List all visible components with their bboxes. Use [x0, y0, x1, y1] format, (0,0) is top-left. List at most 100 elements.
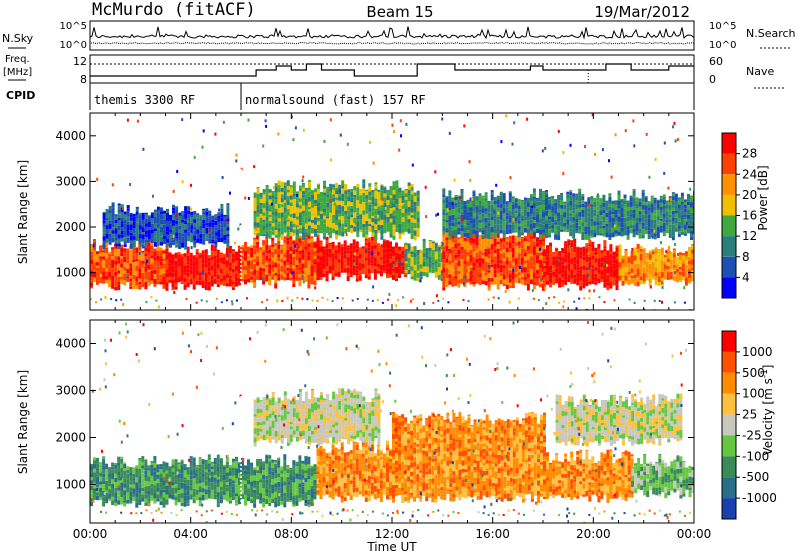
range-cell — [494, 204, 497, 208]
range-cell — [109, 206, 112, 207]
range-cell — [451, 215, 454, 220]
range-cell — [690, 216, 693, 220]
range-cell — [391, 265, 393, 268]
range-cell — [281, 194, 284, 198]
range-cell — [96, 251, 99, 254]
range-cell — [253, 254, 256, 259]
range-cell — [621, 228, 624, 232]
range-cell — [307, 256, 310, 261]
range-cell — [120, 268, 123, 273]
range-cell — [377, 248, 380, 251]
range-cell — [305, 193, 308, 198]
range-cell — [603, 274, 606, 279]
range-cell — [290, 227, 293, 232]
range-cell — [572, 221, 575, 224]
range-cell — [286, 268, 289, 270]
range-cell — [178, 267, 181, 272]
range-cell — [402, 209, 405, 213]
range-cell — [393, 236, 396, 240]
range-cell — [329, 213, 332, 219]
range-cell — [521, 201, 524, 205]
range-cell — [220, 282, 223, 285]
range-cell — [132, 474, 135, 479]
range-cell — [442, 281, 445, 284]
range-cell — [274, 259, 277, 262]
range-cell — [99, 259, 102, 263]
range-cell — [451, 242, 454, 247]
range-cell — [302, 213, 305, 217]
range-cell — [323, 246, 326, 248]
range-cell — [166, 269, 169, 272]
range-cell — [555, 265, 558, 269]
range-cell — [473, 271, 476, 274]
range-cell — [118, 230, 121, 234]
range-cell — [265, 239, 268, 245]
range-cell — [639, 214, 642, 217]
range-cell — [497, 278, 500, 282]
range-cell — [93, 472, 96, 475]
range-cell — [563, 223, 566, 227]
range-cell — [126, 500, 129, 504]
range-cell — [411, 248, 414, 251]
range-cell — [593, 210, 596, 213]
colorbar-tick-label: 20 — [742, 188, 757, 202]
range-cell — [127, 205, 130, 206]
range-cell — [393, 200, 396, 203]
range-cell — [479, 235, 482, 236]
range-cell — [572, 224, 575, 229]
range-cell — [135, 248, 138, 253]
range-cell — [277, 269, 280, 275]
range-cell — [561, 262, 564, 264]
range-cell — [567, 288, 569, 291]
range-cell — [488, 204, 491, 209]
range-cell — [332, 195, 335, 198]
range-cell — [263, 212, 266, 216]
range-cell — [320, 272, 323, 278]
range-cell — [308, 204, 311, 207]
range-cell — [645, 224, 648, 226]
range-cell — [106, 218, 109, 221]
range-cell — [326, 266, 329, 270]
range-cell — [555, 260, 558, 265]
range-cell — [426, 251, 429, 255]
range-cell — [275, 190, 278, 193]
range-cell — [470, 229, 473, 233]
range-cell — [451, 247, 454, 250]
range-cell — [129, 278, 132, 281]
range-cell — [373, 162, 375, 165]
range-cell — [102, 477, 105, 480]
range-cell — [380, 200, 383, 205]
range-cell — [622, 256, 625, 257]
range-cell — [530, 249, 533, 254]
range-cell — [190, 217, 193, 222]
range-cell — [262, 145, 264, 148]
range-cell — [111, 276, 114, 282]
range-cell — [482, 252, 485, 255]
range-cell — [590, 201, 593, 204]
range-cell — [564, 268, 567, 271]
range-cell — [426, 261, 429, 267]
range-cell — [524, 246, 527, 249]
range-cell — [616, 276, 619, 279]
range-cell — [393, 130, 395, 133]
range-cell — [311, 256, 314, 258]
range-cell — [569, 228, 572, 231]
range-cell — [111, 497, 114, 501]
range-cell — [539, 227, 542, 230]
range-cell — [602, 148, 604, 151]
range-cell — [573, 275, 576, 279]
range-cell — [451, 254, 454, 257]
range-cell — [347, 257, 350, 261]
range-cell — [445, 203, 448, 208]
range-cell — [117, 270, 120, 273]
range-cell — [211, 282, 214, 287]
range-cell — [220, 253, 223, 254]
range-cell — [578, 192, 581, 196]
range-cell — [461, 238, 464, 244]
range-cell — [464, 233, 467, 237]
range-cell — [184, 238, 187, 243]
range-cell — [473, 284, 476, 286]
range-cell — [305, 232, 308, 234]
range-cell — [362, 215, 365, 220]
range-cell — [323, 209, 326, 213]
